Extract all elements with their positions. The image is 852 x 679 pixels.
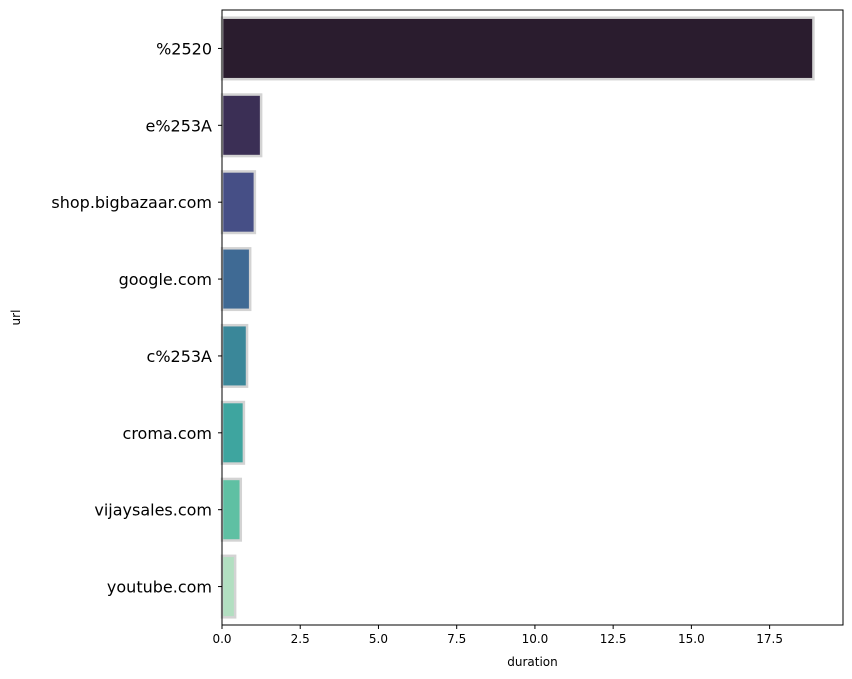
bar-6 [220, 477, 243, 542]
y-tick-label: %2520 [156, 39, 212, 58]
y-axis-ticks: %2520 e%253A shop.bigbazaar.com google.com c… [51, 39, 222, 597]
x-tick-label: 5.0 [369, 632, 388, 646]
bar-3 [220, 247, 252, 312]
bars-layer [220, 16, 815, 619]
y-tick-label: google.com [119, 270, 212, 289]
y-tick-label: e%253A [145, 116, 212, 135]
y-axis-label: url [9, 310, 23, 326]
y-tick-label: c%253A [147, 347, 213, 366]
x-tick-label: 0.0 [212, 632, 231, 646]
x-axis-label: duration [507, 655, 558, 669]
x-tick-label: 17.5 [756, 632, 783, 646]
plot-frame [221, 9, 844, 626]
bar-7 [220, 554, 237, 619]
bar-2 [220, 170, 257, 235]
x-tick-label: 7.5 [447, 632, 466, 646]
x-tick-label: 10.0 [522, 632, 549, 646]
x-tick-label: 15.0 [678, 632, 705, 646]
bar-4 [220, 323, 249, 388]
bar-1 [220, 93, 263, 158]
bar-0 [220, 16, 815, 81]
x-axis-ticks: 0.0 2.5 5.0 7.5 10.0 12.5 15.0 17.5 [212, 625, 783, 646]
y-tick-label: croma.com [123, 424, 212, 443]
y-tick-label: youtube.com [107, 578, 212, 597]
y-tick-label: shop.bigbazaar.com [51, 193, 212, 212]
bar-5 [220, 400, 246, 465]
x-tick-label: 12.5 [600, 632, 627, 646]
x-tick-label: 2.5 [291, 632, 310, 646]
y-tick-label: vijaysales.com [94, 501, 212, 520]
